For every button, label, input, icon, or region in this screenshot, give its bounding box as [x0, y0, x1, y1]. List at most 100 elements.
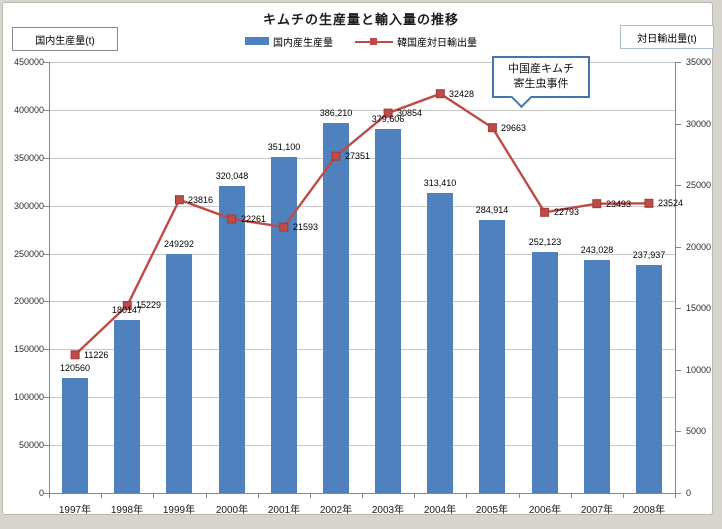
right-axis-tick	[676, 247, 681, 248]
right-axis-tick-label: 15000	[686, 303, 712, 313]
left-axis-tick-label: 0	[38, 488, 44, 498]
right-axis-tick	[676, 185, 681, 186]
line-marker-icon	[227, 214, 237, 224]
bar-value-label: 284,914	[475, 205, 509, 215]
production-bar	[271, 157, 297, 493]
x-axis-tick	[414, 494, 415, 498]
bar-series-swatch-icon	[245, 37, 269, 45]
line-marker-icon	[540, 207, 550, 217]
production-bar	[636, 265, 662, 493]
right-axis-tick	[676, 431, 681, 432]
left-axis-tick-label: 150000	[13, 344, 44, 354]
left-axis-tick	[44, 206, 49, 207]
left-axis-tick	[44, 254, 49, 255]
left-axis-tick	[44, 445, 49, 446]
production-bar	[532, 252, 558, 493]
right-axis-title: 対日輸出量(t)	[637, 33, 697, 45]
gridline	[49, 301, 675, 302]
line-value-label: 27351	[345, 151, 371, 161]
right-axis-tick-label: 20000	[686, 242, 712, 252]
line-value-label: 23524	[658, 198, 684, 208]
right-axis-tick-label: 25000	[686, 180, 712, 190]
bar-value-label: 243,028	[580, 245, 614, 255]
left-axis-tick-label: 450000	[13, 57, 44, 67]
left-axis-tick-label: 300000	[13, 201, 44, 211]
bar-value-label: 313,410	[423, 178, 457, 188]
bar-value-label: 386,210	[319, 108, 353, 118]
gridline	[49, 110, 675, 111]
line-marker-icon	[592, 199, 602, 209]
production-bar	[479, 220, 505, 493]
left-axis-title-box: 国内生産量(t)	[12, 27, 118, 51]
line-marker-icon	[487, 123, 497, 133]
x-axis-tick	[153, 494, 154, 498]
right-axis-tick	[676, 124, 681, 125]
legend-item-export: 韓国産対日輸出量	[355, 34, 477, 49]
production-bar	[375, 129, 401, 493]
line-value-label: 30854	[397, 108, 423, 118]
line-marker-icon	[122, 301, 132, 310]
bar-value-label: 351,100	[267, 142, 301, 152]
right-axis-tick-label: 5000	[686, 426, 707, 436]
bar-value-label: 320,048	[215, 171, 249, 181]
x-axis-tick	[519, 494, 520, 498]
gridline	[49, 254, 675, 255]
x-axis-category-label: 2005年	[475, 505, 509, 516]
x-axis-tick	[466, 494, 467, 498]
production-bar	[114, 320, 140, 493]
production-bar	[166, 254, 192, 493]
left-axis-tick-label: 200000	[13, 296, 44, 306]
right-axis-tick	[676, 493, 681, 494]
line-marker-icon	[279, 222, 289, 232]
chart-title: キムチの生産量と輸入量の推移	[262, 12, 459, 27]
x-axis-tick	[206, 494, 207, 498]
line-marker-icon	[70, 350, 80, 360]
right-axis-tick-label: 35000	[686, 57, 712, 67]
x-axis-category-label: 2001年	[267, 505, 301, 516]
gridline	[49, 445, 675, 446]
x-axis-category-label: 2003年	[371, 505, 405, 516]
gridline	[49, 158, 675, 159]
x-axis-category-label: 1999年	[162, 505, 196, 516]
x-axis-line	[49, 493, 676, 494]
x-axis-tick	[623, 494, 624, 498]
x-axis-category-label: 2004年	[423, 505, 457, 516]
x-axis-tick	[571, 494, 572, 498]
right-axis-tick	[676, 62, 681, 63]
left-axis-tick	[44, 397, 49, 398]
line-marker-icon	[174, 195, 184, 205]
left-axis-tick-label: 50000	[18, 440, 44, 450]
annotation-callout: 中国産キムチ 寄生虫事件	[492, 56, 590, 109]
line-marker-icon	[383, 108, 393, 118]
left-axis-tick-label: 400000	[13, 105, 44, 115]
bar-value-label: 120560	[59, 363, 91, 373]
right-axis-tick-label: 10000	[686, 365, 712, 375]
bar-value-label: 252,123	[528, 237, 562, 247]
line-value-label: 11226	[84, 350, 109, 360]
gridline	[49, 349, 675, 350]
x-axis-category-label: 1997年	[58, 505, 92, 516]
right-axis-line	[675, 62, 676, 493]
legend-label-export: 韓国産対日輸出量	[397, 37, 477, 49]
right-axis-tick-label: 30000	[686, 119, 712, 129]
left-axis-tick	[44, 158, 49, 159]
annotation-line-1: 中国産キムチ	[508, 63, 574, 75]
right-axis-tick	[676, 308, 681, 309]
x-axis-category-label: 2007年	[580, 505, 614, 516]
annotation-line-2: 寄生虫事件	[513, 78, 569, 90]
x-axis-tick	[675, 494, 676, 498]
line-value-label: 21593	[293, 222, 319, 232]
left-axis-title: 国内生産量(t)	[35, 35, 95, 47]
production-bar	[219, 186, 245, 493]
x-axis-tick	[49, 494, 50, 498]
legend-item-production: 国内産生産量	[245, 34, 333, 49]
left-axis-tick	[44, 493, 49, 494]
line-marker-icon	[331, 151, 341, 161]
x-axis-category-label: 2000年	[215, 505, 249, 516]
production-bar	[62, 378, 88, 493]
line-marker-icon	[644, 198, 654, 208]
right-axis-tick	[676, 370, 681, 371]
left-axis-tick	[44, 62, 49, 63]
x-axis-tick	[310, 494, 311, 498]
